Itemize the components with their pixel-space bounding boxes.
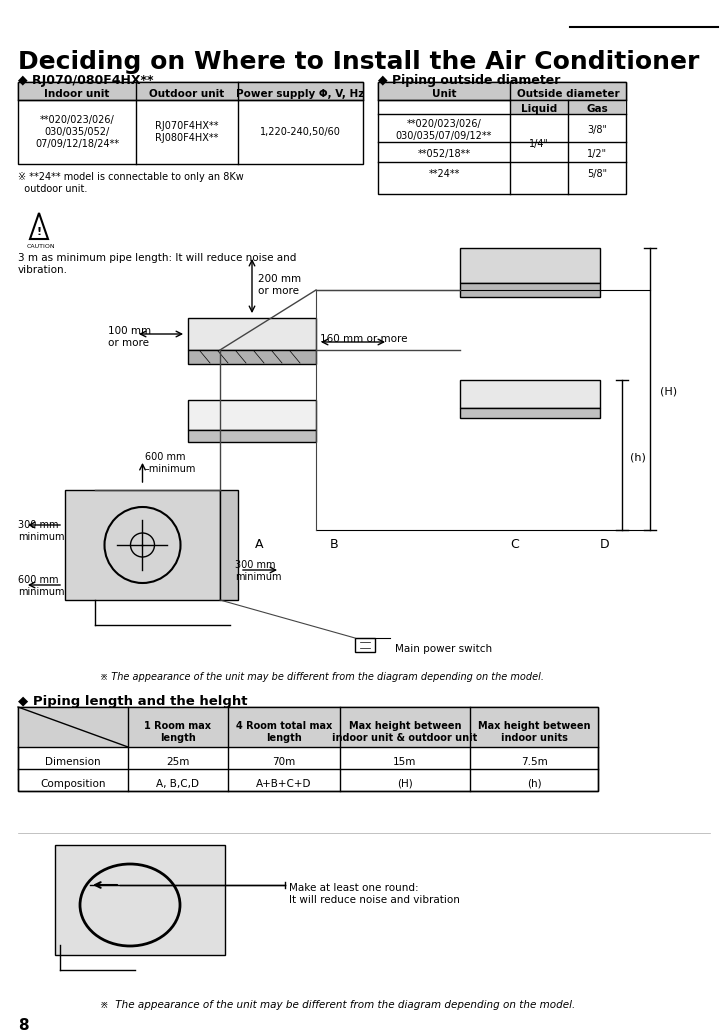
Text: **24**: **24** <box>428 169 459 179</box>
Text: 3 m as minimum pipe length: It will reduce noise and
vibration.: 3 m as minimum pipe length: It will redu… <box>18 253 296 275</box>
Text: 200 mm
or more: 200 mm or more <box>258 274 301 295</box>
Text: C: C <box>510 538 519 551</box>
Text: Power supply Φ, V, Hz: Power supply Φ, V, Hz <box>237 89 365 99</box>
Text: Unit: Unit <box>432 89 456 99</box>
Bar <box>460 408 600 418</box>
Text: 1/2": 1/2" <box>587 149 607 159</box>
Text: 8: 8 <box>18 1018 28 1033</box>
Text: **052/18**: **052/18** <box>417 149 470 159</box>
Text: **020/023/026/
030/035/052/
07/09/12/18/24**: **020/023/026/ 030/035/052/ 07/09/12/18/… <box>35 116 119 149</box>
Bar <box>188 350 316 364</box>
Bar <box>378 82 626 194</box>
Text: Max height between
indoor units: Max height between indoor units <box>478 721 590 743</box>
Bar <box>220 490 238 600</box>
Bar <box>18 82 363 100</box>
Text: Main power switch: Main power switch <box>395 644 492 654</box>
Bar <box>188 400 316 430</box>
Bar <box>18 82 363 100</box>
Text: 1,220-240,50/60: 1,220-240,50/60 <box>260 127 341 137</box>
Text: 300 mm
minimum: 300 mm minimum <box>235 560 282 582</box>
Text: A, B,C,D: A, B,C,D <box>157 779 199 789</box>
Bar <box>355 638 375 652</box>
Bar <box>460 283 600 298</box>
Text: (H): (H) <box>660 387 677 397</box>
Text: ◆ Piping outside diameter: ◆ Piping outside diameter <box>378 74 561 87</box>
Text: A: A <box>255 538 264 551</box>
Text: 25m: 25m <box>166 757 190 766</box>
Text: 3/8": 3/8" <box>587 125 607 135</box>
Bar <box>18 707 598 747</box>
Text: ※  The appearance of the unit may be different from the diagram depending on the: ※ The appearance of the unit may be diff… <box>100 1000 575 1010</box>
Text: 300 mm
minimum: 300 mm minimum <box>18 520 65 541</box>
Text: Max height between
indoor unit & outdoor unit: Max height between indoor unit & outdoor… <box>333 721 478 743</box>
Text: Outside diameter: Outside diameter <box>517 89 620 99</box>
Bar <box>18 82 363 164</box>
Text: ◆ Piping length and the helght: ◆ Piping length and the helght <box>18 695 248 708</box>
Bar <box>188 318 316 350</box>
Text: Composition: Composition <box>40 779 106 789</box>
Text: 15m: 15m <box>393 757 416 766</box>
Text: Deciding on Where to Install the Air Conditioner: Deciding on Where to Install the Air Con… <box>18 50 700 74</box>
Text: 1/4": 1/4" <box>529 139 549 149</box>
Text: (h): (h) <box>630 453 646 463</box>
Text: A+B+C+D: A+B+C+D <box>256 779 312 789</box>
Text: 160 mm or more: 160 mm or more <box>320 334 408 344</box>
Bar <box>18 707 598 791</box>
Text: B: B <box>330 538 339 551</box>
Bar <box>378 82 626 100</box>
Text: 600 mm
–minimum: 600 mm –minimum <box>145 452 197 473</box>
Bar <box>460 248 600 283</box>
Text: 4 Room total max
length: 4 Room total max length <box>236 721 332 743</box>
Text: Make at least one round:
It will reduce noise and vibration: Make at least one round: It will reduce … <box>289 883 460 905</box>
Text: Gas: Gas <box>586 104 608 114</box>
Text: **020/023/026/
030/035/07/09/12**: **020/023/026/ 030/035/07/09/12** <box>396 119 492 140</box>
Text: RJ070F4HX**
RJ080F4HX**: RJ070F4HX** RJ080F4HX** <box>155 121 218 143</box>
Bar <box>18 707 598 791</box>
Text: D: D <box>600 538 609 551</box>
Bar <box>510 100 626 114</box>
Text: Indoor unit: Indoor unit <box>44 89 110 99</box>
Text: 7.5m: 7.5m <box>521 757 547 766</box>
Bar <box>65 490 220 600</box>
Bar <box>188 430 316 442</box>
Text: 5/8": 5/8" <box>587 169 607 179</box>
Text: ※ **24** model is connectable to only an 8Kw
  outdoor unit.: ※ **24** model is connectable to only an… <box>18 173 244 193</box>
Text: ◆ RJ070/080F4HX**: ◆ RJ070/080F4HX** <box>18 74 154 87</box>
Text: Outdoor unit: Outdoor unit <box>149 89 225 99</box>
Text: (H): (H) <box>397 779 413 789</box>
Text: CAUTION: CAUTION <box>27 244 55 249</box>
Text: 600 mm
minimum: 600 mm minimum <box>18 575 65 597</box>
Text: ※ The appearance of the unit may be different from the diagram depending on the : ※ The appearance of the unit may be diff… <box>100 672 544 682</box>
Text: 1 Room max
length: 1 Room max length <box>144 721 212 743</box>
Bar <box>378 82 626 100</box>
Text: 70m: 70m <box>272 757 296 766</box>
Text: Liquid: Liquid <box>521 104 557 114</box>
Text: Dimension: Dimension <box>45 757 100 766</box>
Bar <box>55 845 225 954</box>
Text: (h): (h) <box>526 779 542 789</box>
Text: !: ! <box>36 227 41 237</box>
Bar <box>460 380 600 408</box>
Text: 100 mm
or more: 100 mm or more <box>108 326 151 347</box>
